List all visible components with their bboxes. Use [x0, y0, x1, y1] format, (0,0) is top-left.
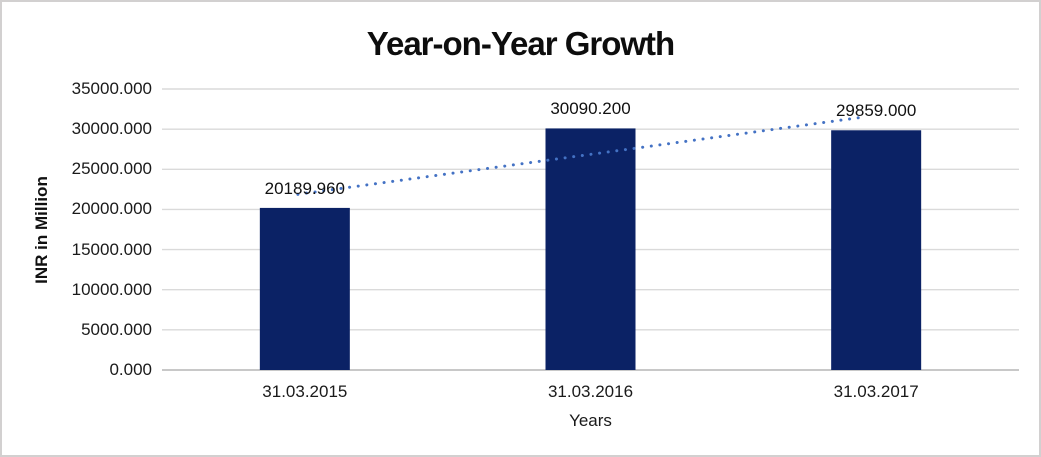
- y-tick-label: 0.000: [109, 360, 152, 379]
- bar-data-label: 29859.000: [835, 101, 917, 121]
- chart-title: Year-on-Year Growth: [366, 25, 675, 62]
- bar-31.03.2015: [259, 207, 350, 370]
- bar-31.03.2017: [831, 130, 922, 370]
- bar-31.03.2016: [545, 128, 636, 370]
- bar-data-label: 20189.960: [264, 178, 346, 198]
- x-tick-label: 31.03.2017: [833, 382, 919, 401]
- y-tick-label: 15000.000: [71, 239, 152, 259]
- x-tick-label: 31.03.2015: [262, 382, 348, 401]
- y-tick-label: 5000.000: [81, 319, 152, 339]
- y-tick-label: 35000.000: [71, 79, 152, 98]
- x-tick-label: 31.03.2016: [547, 382, 634, 401]
- bar-data-label: 30090.200: [550, 99, 631, 119]
- y-tick-label: 30000.000: [71, 119, 152, 139]
- y-tick-label: 20000.000: [71, 199, 152, 219]
- y-tick-label: 25000.000: [71, 159, 152, 179]
- trendline: [296, 115, 868, 196]
- y-tick-label: 10000.000: [71, 279, 152, 299]
- x-axis-title: Years: [569, 411, 612, 430]
